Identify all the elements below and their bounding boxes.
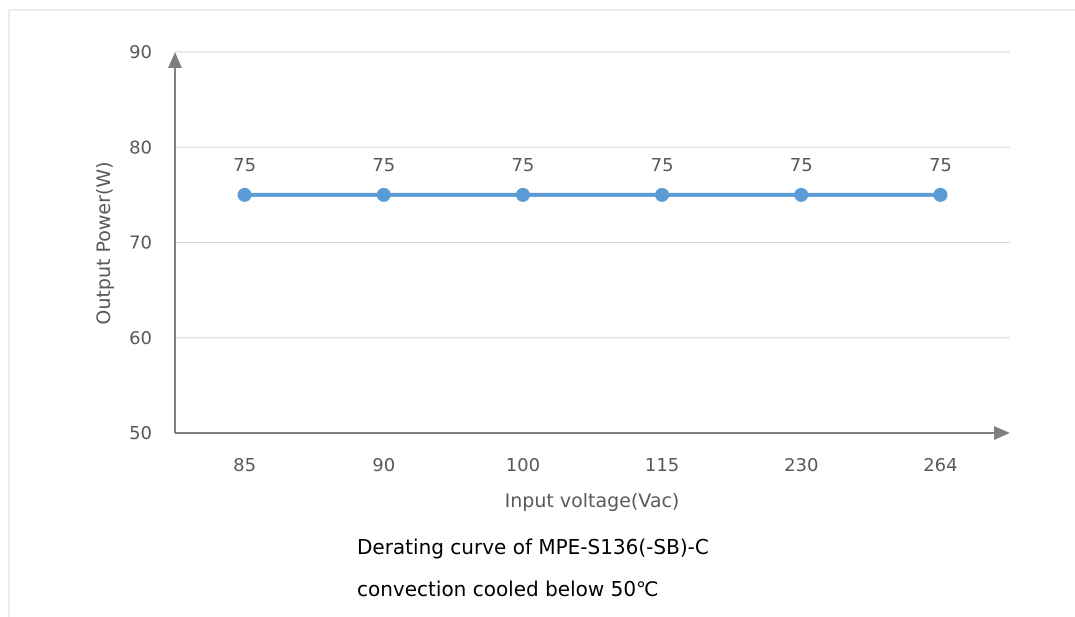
y-axis-title: Output Power(W) — [93, 161, 115, 324]
y-axis-arrow — [168, 52, 182, 68]
data-point — [933, 187, 948, 202]
data-label: 75 — [233, 155, 256, 176]
caption-line-1: Derating curve of MPE-S136(-SB)-C — [357, 535, 709, 559]
data-label: 75 — [929, 155, 952, 176]
x-tick-label: 230 — [784, 455, 818, 476]
data-point — [515, 187, 530, 202]
y-tick-label: 60 — [129, 328, 152, 349]
y-tick-label: 90 — [129, 42, 152, 63]
y-tick-label: 80 — [129, 137, 152, 158]
data-label: 75 — [372, 155, 395, 176]
data-point — [794, 187, 809, 202]
y-tick-label: 50 — [129, 423, 152, 444]
x-tick-label: 264 — [923, 455, 957, 476]
caption-line-2: convection cooled below 50℃ — [357, 577, 659, 601]
x-axis-arrow — [994, 426, 1010, 440]
x-tick-label: 115 — [645, 455, 679, 476]
x-axis-title: Input voltage(Vac) — [505, 490, 680, 512]
data-point — [237, 187, 252, 202]
data-point — [376, 187, 391, 202]
data-label: 75 — [790, 155, 813, 176]
data-label: 75 — [511, 155, 534, 176]
data-label: 75 — [651, 155, 674, 176]
axes — [168, 52, 1010, 440]
labels: 50 60 70 80 90 85 90 100 115 230 264 75 75 75 75 75 75 — [129, 42, 958, 476]
series-line — [237, 187, 948, 202]
x-tick-label: 85 — [233, 455, 256, 476]
x-tick-label: 90 — [372, 455, 395, 476]
grid-lines — [175, 51, 1010, 339]
y-tick-label: 70 — [129, 233, 152, 254]
x-tick-label: 100 — [506, 455, 540, 476]
data-point — [655, 187, 670, 202]
